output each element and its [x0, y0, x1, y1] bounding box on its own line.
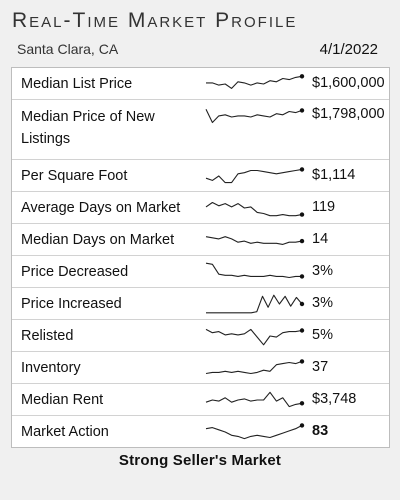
trend-endpoint-dot	[299, 108, 305, 113]
metric-row-market-action: Market Action 83	[12, 416, 389, 447]
trend-line	[205, 360, 303, 375]
trend-line	[206, 75, 303, 89]
metric-value: $1,114	[312, 167, 356, 183]
trend-sparkline	[205, 236, 305, 245]
metric-row-per-square-foot: Per Square Foot $1,114	[12, 160, 389, 192]
metric-value: $1,798,000	[312, 106, 385, 122]
trend-line	[205, 424, 303, 440]
report-date: 4/1/2022	[319, 41, 378, 58]
metric-value: $3,748	[312, 391, 357, 407]
trend-endpoint-dot	[299, 212, 305, 217]
metric-label: Price Decreased	[21, 264, 129, 280]
metric-label: Median List Price	[21, 76, 133, 92]
metric-value: 119	[312, 199, 336, 215]
trend-sparkline	[205, 359, 305, 375]
trend-sparkline	[205, 201, 305, 217]
location-label: Santa Clara, CA	[17, 41, 119, 57]
trend-sparkline	[205, 328, 305, 346]
trend-endpoint-dot	[299, 328, 305, 333]
metric-row-relisted: Relisted 5%	[12, 320, 389, 352]
metric-value: 3%	[312, 263, 333, 279]
trend-endpoint-dot	[299, 274, 305, 279]
metric-label: Price Increased	[21, 296, 122, 312]
metric-value: 14	[312, 231, 329, 247]
trend-endpoint-dot	[299, 74, 305, 79]
metric-value: $1,600,000	[312, 75, 385, 91]
trend-sparkline	[206, 74, 305, 89]
metric-value: 83	[312, 423, 329, 439]
trend-endpoint-dot	[299, 167, 305, 172]
metric-row-inventory: Inventory 37	[12, 352, 389, 384]
metrics-table: Median List Price $1,600,000 Median Price …	[11, 67, 390, 448]
trend-sparkline	[205, 108, 305, 124]
metric-label: Relisted	[21, 328, 74, 344]
metric-value: 5%	[312, 327, 333, 343]
metric-value: 37	[312, 359, 329, 375]
metric-label: Median Price of New Listings	[21, 109, 155, 147]
market-verdict: Strong Seller's Market	[118, 452, 282, 469]
trend-line	[205, 201, 303, 217]
metric-label: Market Action	[21, 424, 109, 440]
trend-sparkline	[205, 167, 305, 184]
trend-endpoint-dot	[299, 423, 305, 428]
metric-row-average-days-on-market: Average Days on Market 119	[12, 192, 389, 224]
metric-label: Per Square Foot	[21, 168, 128, 184]
metric-row-median-price-new-listings: Median Price of New Listings $1,798,000	[12, 100, 389, 160]
metric-row-median-days-on-market: Median Days on Market 14	[12, 224, 389, 256]
trend-line	[205, 262, 302, 279]
metric-value: 3%	[312, 295, 333, 311]
trend-sparkline	[205, 423, 305, 440]
trend-endpoint-dot	[299, 301, 305, 307]
metric-label: Median Rent	[21, 392, 104, 408]
trend-line	[205, 236, 303, 245]
metric-label: Median Days on Market	[21, 232, 175, 248]
trend-endpoint-dot	[299, 238, 305, 244]
trend-line	[205, 328, 303, 346]
metric-label: Average Days on Market	[21, 200, 181, 216]
trend-line	[205, 391, 303, 408]
trend-line	[205, 109, 303, 124]
trend-sparkline	[205, 391, 305, 408]
trend-line	[206, 294, 303, 314]
metric-row-price-decreased: Price Decreased 3%	[12, 256, 389, 288]
metric-row-price-increased: Price Increased 3%	[12, 288, 389, 320]
metric-row-median-rent: Median Rent $3,748	[12, 384, 389, 416]
metric-label: Inventory	[21, 360, 81, 376]
page-title: Real-Time Market Profile	[12, 9, 298, 32]
trend-line	[205, 168, 303, 184]
trend-sparkline	[205, 262, 305, 279]
trend-sparkline	[206, 294, 305, 314]
metric-row-median-list-price: Median List Price $1,600,000	[12, 68, 389, 100]
trend-endpoint-dot	[299, 359, 305, 364]
trend-endpoint-dot	[299, 401, 305, 406]
